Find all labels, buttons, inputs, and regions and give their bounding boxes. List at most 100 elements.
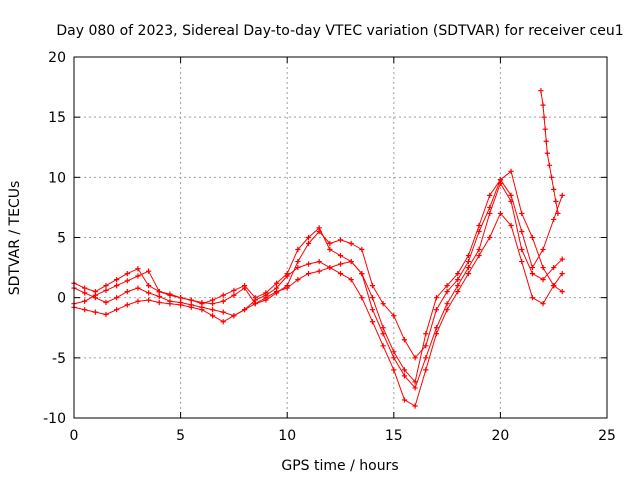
data-point bbox=[551, 216, 557, 223]
data-point bbox=[369, 307, 376, 313]
data-point bbox=[487, 234, 493, 241]
data-point bbox=[380, 301, 386, 307]
data-point bbox=[551, 283, 557, 289]
data-point bbox=[455, 289, 461, 295]
data-point bbox=[391, 313, 397, 319]
data-point bbox=[559, 289, 565, 295]
series-track-d bbox=[71, 177, 565, 385]
data-point bbox=[433, 325, 440, 331]
data-point bbox=[546, 162, 553, 168]
data-point bbox=[476, 252, 482, 259]
data-point bbox=[103, 283, 109, 289]
data-point bbox=[540, 102, 546, 108]
data-point bbox=[231, 292, 237, 298]
data-point bbox=[146, 290, 152, 296]
x-tick-label: 0 bbox=[70, 428, 79, 444]
data-point bbox=[476, 222, 482, 229]
data-point bbox=[433, 295, 440, 301]
data-point bbox=[359, 246, 365, 253]
data-point bbox=[455, 277, 461, 283]
data-point bbox=[82, 298, 88, 304]
data-point bbox=[146, 283, 152, 289]
data-point bbox=[316, 268, 322, 274]
data-point bbox=[114, 283, 120, 289]
data-point bbox=[444, 307, 450, 313]
series-line bbox=[73, 212, 563, 407]
data-point bbox=[433, 331, 440, 337]
plot-frame bbox=[73, 56, 608, 419]
data-point bbox=[412, 355, 418, 361]
y-axis-label: SDTVAR / TECUs bbox=[7, 181, 23, 296]
data-point bbox=[551, 186, 557, 192]
data-point bbox=[327, 246, 333, 253]
data-point bbox=[540, 246, 546, 253]
data-point bbox=[412, 379, 418, 385]
data-point bbox=[369, 283, 376, 289]
data-point bbox=[156, 293, 162, 300]
data-point bbox=[135, 298, 141, 304]
data-point bbox=[156, 289, 162, 295]
data-point bbox=[209, 307, 216, 313]
y-tick-label: 10 bbox=[48, 170, 66, 186]
data-point bbox=[455, 283, 461, 289]
data-point bbox=[359, 271, 365, 277]
data-point bbox=[124, 302, 130, 308]
x-tick-label: 25 bbox=[598, 428, 616, 444]
data-point bbox=[146, 268, 152, 274]
data-point bbox=[487, 192, 493, 198]
data-point bbox=[135, 273, 141, 279]
data-point bbox=[188, 297, 194, 303]
data-point bbox=[124, 271, 130, 277]
data-point bbox=[103, 311, 109, 318]
data-point bbox=[538, 88, 544, 94]
y-tick-label: 5 bbox=[57, 231, 66, 247]
x-tick-label: 20 bbox=[491, 428, 509, 444]
data-point bbox=[316, 225, 322, 231]
data-point bbox=[559, 271, 565, 277]
data-point bbox=[423, 331, 429, 337]
data-point bbox=[423, 343, 429, 349]
data-point bbox=[465, 252, 472, 259]
data-point bbox=[519, 228, 525, 235]
data-point bbox=[391, 367, 397, 373]
data-point bbox=[559, 192, 565, 198]
data-point bbox=[476, 246, 482, 253]
data-point bbox=[124, 278, 130, 284]
data-point bbox=[114, 307, 120, 313]
data-point bbox=[529, 271, 535, 277]
data-point bbox=[82, 285, 88, 291]
data-point bbox=[555, 210, 561, 217]
data-point bbox=[178, 295, 184, 301]
data-point bbox=[199, 307, 205, 313]
data-point bbox=[114, 277, 120, 283]
data-point bbox=[295, 277, 301, 283]
data-point bbox=[508, 192, 514, 198]
data-point bbox=[519, 258, 525, 265]
data-point bbox=[348, 277, 354, 283]
series-track-a bbox=[71, 168, 565, 361]
data-point bbox=[82, 290, 88, 296]
data-point bbox=[295, 264, 301, 271]
data-point bbox=[465, 271, 472, 277]
data-point bbox=[305, 271, 312, 277]
data-point bbox=[252, 301, 258, 307]
data-point bbox=[529, 264, 535, 271]
data-point bbox=[529, 295, 535, 301]
data-point bbox=[273, 289, 280, 295]
data-point bbox=[548, 174, 555, 180]
data-point bbox=[220, 298, 226, 304]
data-point bbox=[348, 258, 354, 265]
data-point bbox=[231, 313, 237, 319]
data-point bbox=[444, 283, 450, 289]
data-point bbox=[391, 355, 397, 361]
y-tick-label: -5 bbox=[52, 351, 66, 367]
data-point bbox=[541, 114, 547, 120]
data-point bbox=[209, 297, 216, 303]
data-point bbox=[543, 138, 549, 144]
data-point bbox=[444, 301, 450, 307]
series-line bbox=[73, 170, 563, 359]
x-tick-label: 15 bbox=[385, 428, 403, 444]
data-point bbox=[497, 177, 503, 183]
data-point bbox=[401, 337, 408, 343]
